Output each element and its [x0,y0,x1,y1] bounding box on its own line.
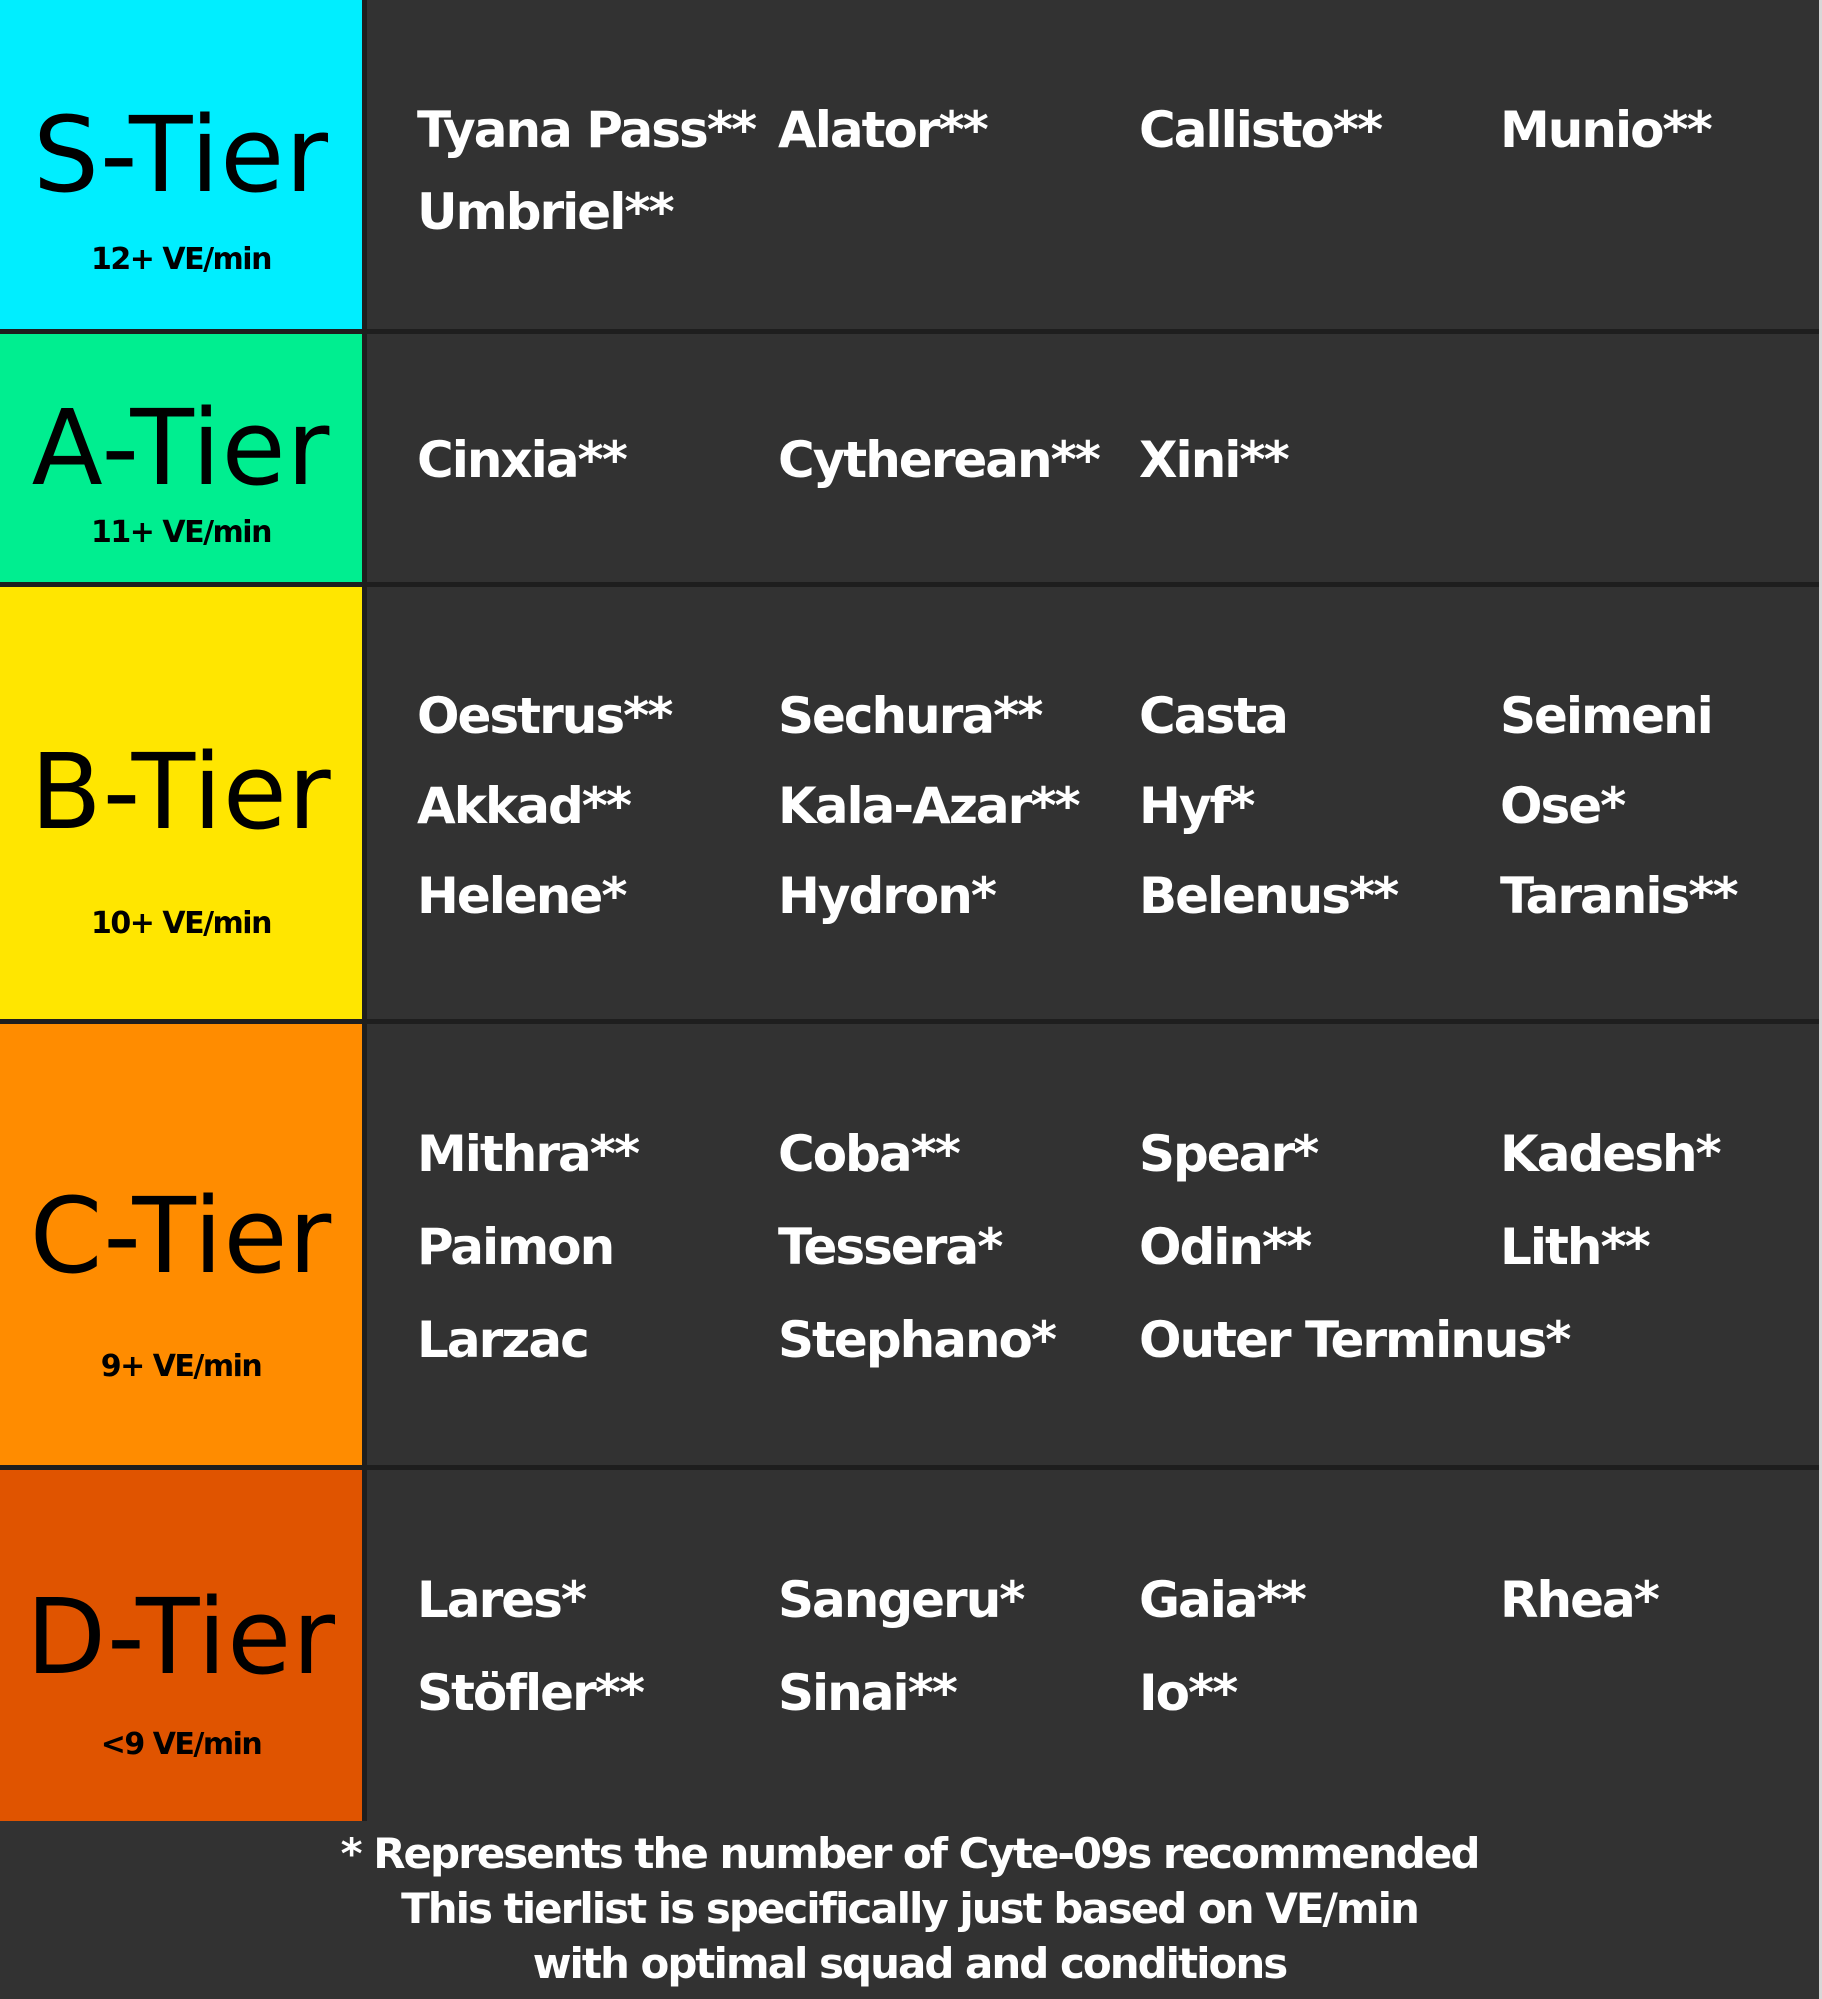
footer-note: * Represents the number of Cyte-09s reco… [0,1826,1819,1991]
divider [362,334,367,582]
tier-item: Xini** [1139,431,1290,489]
tier-items: Mithra** Coba** Spear* Kadesh* Paimon Tessera… [367,1024,1819,1465]
tier-item: Coba** [778,1124,961,1183]
tier-item: Outer Terminus* [1139,1310,1571,1369]
tier-row-a-tier: A-Tier 11+ VE/min Cinxia** Cytherean** Xin… [0,334,1819,582]
tier-row-c-tier: C-Tier 9+ VE/min Mithra** Coba** Spear* Kad… [0,1024,1819,1465]
footer-line: This tierlist is specifically just based… [401,1884,1420,1933]
right-edge [1819,0,1822,1999]
tier-item: Io** [1139,1663,1238,1722]
tier-row-b-tier: B-Tier 10+ VE/min Oestrus** Sechura** Cast… [0,587,1819,1019]
tier-item: Stephano* [778,1310,1057,1369]
tier-item: Sinai** [778,1663,958,1722]
tier-item: Tyana Pass** [417,101,757,159]
tier-threshold: 9+ VE/min [100,1349,263,1384]
tier-items: Oestrus** Sechura** Casta Seimeni Akkad** Kal… [367,587,1819,1019]
tier-item: Hyf* [1139,777,1255,835]
divider [362,1024,367,1465]
tier-label: S-Tier 12+ VE/min [0,0,362,329]
tier-item: Callisto** [1139,101,1383,159]
tier-title: B-Tier [30,731,332,853]
row-divider [0,1465,1819,1470]
tier-label: A-Tier 11+ VE/min [0,334,362,582]
tier-item: Munio** [1500,101,1713,159]
row-divider [0,582,1819,587]
tier-item: Sechura** [778,687,1043,745]
divider [362,0,367,329]
tier-title: C-Tier [29,1175,333,1297]
tier-item: Sangeru* [778,1570,1025,1629]
tier-item: Odin** [1139,1217,1312,1276]
tier-item: Cytherean** [778,431,1101,489]
divider [362,1470,367,1821]
tier-item: Lares* [417,1570,587,1629]
tier-row-d-tier: D-Tier <9 VE/min Lares* Sangeru* Gaia** Rhe… [0,1470,1819,1821]
tier-threshold: 10+ VE/min [91,906,272,941]
tier-title: S-Tier [33,94,329,216]
tier-threshold: 11+ VE/min [91,515,272,550]
tier-item: Alator** [778,101,989,159]
tier-threshold: 12+ VE/min [91,242,272,277]
tier-title: A-Tier [31,387,331,509]
tier-item: Mithra** [417,1124,640,1183]
tier-item: Lith** [1500,1217,1651,1276]
tier-item: Oestrus** [417,687,673,745]
footer-line: * Represents the number of Cyte-09s reco… [340,1829,1481,1878]
tier-items: Tyana Pass** Alator** Callisto** Munio** Umb… [367,0,1819,329]
tier-item: Kadesh* [1500,1124,1722,1183]
tier-item: Spear* [1139,1124,1319,1183]
tier-item: Tessera* [778,1217,1003,1276]
tier-item: Belenus** [1139,867,1399,925]
tier-items: Lares* Sangeru* Gaia** Rhea* Stöfler** Sinai*… [367,1470,1819,1821]
row-divider [0,1019,1819,1024]
tier-label: D-Tier <9 VE/min [0,1470,362,1821]
tier-item: Seimeni [1500,687,1714,745]
tier-item: Helene* [417,867,627,925]
tier-item: Cinxia** [417,431,628,489]
tier-item: Larzac [417,1310,590,1369]
tier-item: Gaia** [1139,1570,1307,1629]
tier-item: Casta [1139,687,1289,745]
row-divider [0,329,1819,334]
tier-item: Akkad** [417,777,632,835]
tier-label: C-Tier 9+ VE/min [0,1024,362,1465]
tier-threshold: <9 VE/min [100,1727,263,1762]
tier-item: Ose* [1500,777,1626,835]
tier-item: Hydron* [778,867,997,925]
tier-item: Kala-Azar** [778,777,1081,835]
tier-items: Cinxia** Cytherean** Xini** [367,334,1819,582]
tier-item: Rhea* [1500,1570,1660,1629]
tier-item: Taranis** [1500,867,1739,925]
footer-line: with optimal squad and conditions [532,1939,1289,1988]
tier-item: Paimon [417,1217,615,1276]
tier-item: Umbriel** [417,183,675,241]
divider [362,587,367,1019]
tier-item: Stöfler** [417,1663,645,1722]
tier-label: B-Tier 10+ VE/min [0,587,362,1019]
tier-title: D-Tier [25,1576,337,1698]
tier-row-s-tier: S-Tier 12+ VE/min Tyana Pass** Alator** Ca… [0,0,1819,329]
